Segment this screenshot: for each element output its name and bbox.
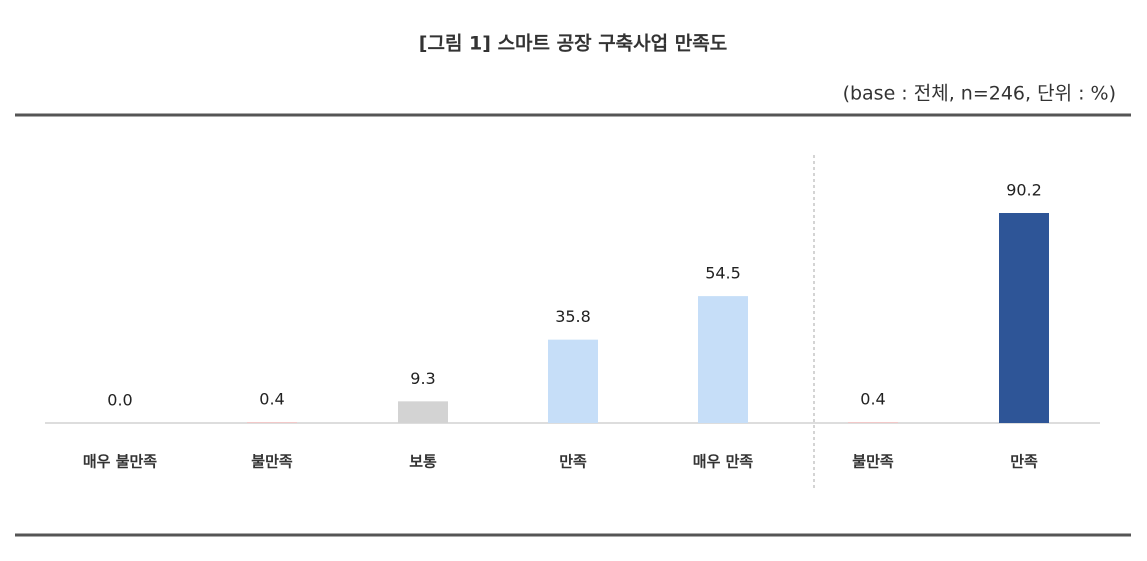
chart-subtitle: (base : 전체, n=246, 단위 : %) (843, 83, 1116, 105)
value-label: 35.8 (555, 307, 591, 326)
x-tick-label: 만족 (1010, 453, 1038, 471)
x-tick-label: 매우 불만족 (83, 453, 157, 471)
chart-title: [그림 1] 스마트 공장 구축사업 만족도 (419, 33, 727, 55)
bar (999, 213, 1049, 423)
value-label: 90.2 (1006, 181, 1042, 200)
value-label: 54.5 (705, 264, 741, 283)
bar (698, 296, 748, 423)
x-tick-label: 매우 만족 (693, 453, 754, 471)
value-label: 0.0 (107, 391, 132, 410)
x-tick-label: 만족 (559, 453, 587, 471)
x-tick-label: 불만족 (852, 453, 894, 471)
value-label: 0.4 (860, 390, 885, 409)
value-label: 0.4 (259, 390, 284, 409)
bar (398, 401, 448, 423)
x-tick-label: 보통 (409, 453, 437, 471)
bar (548, 339, 598, 423)
x-tick-label: 불만족 (251, 453, 293, 471)
bar (848, 422, 898, 423)
bar (247, 422, 297, 423)
value-label: 9.3 (410, 369, 435, 388)
